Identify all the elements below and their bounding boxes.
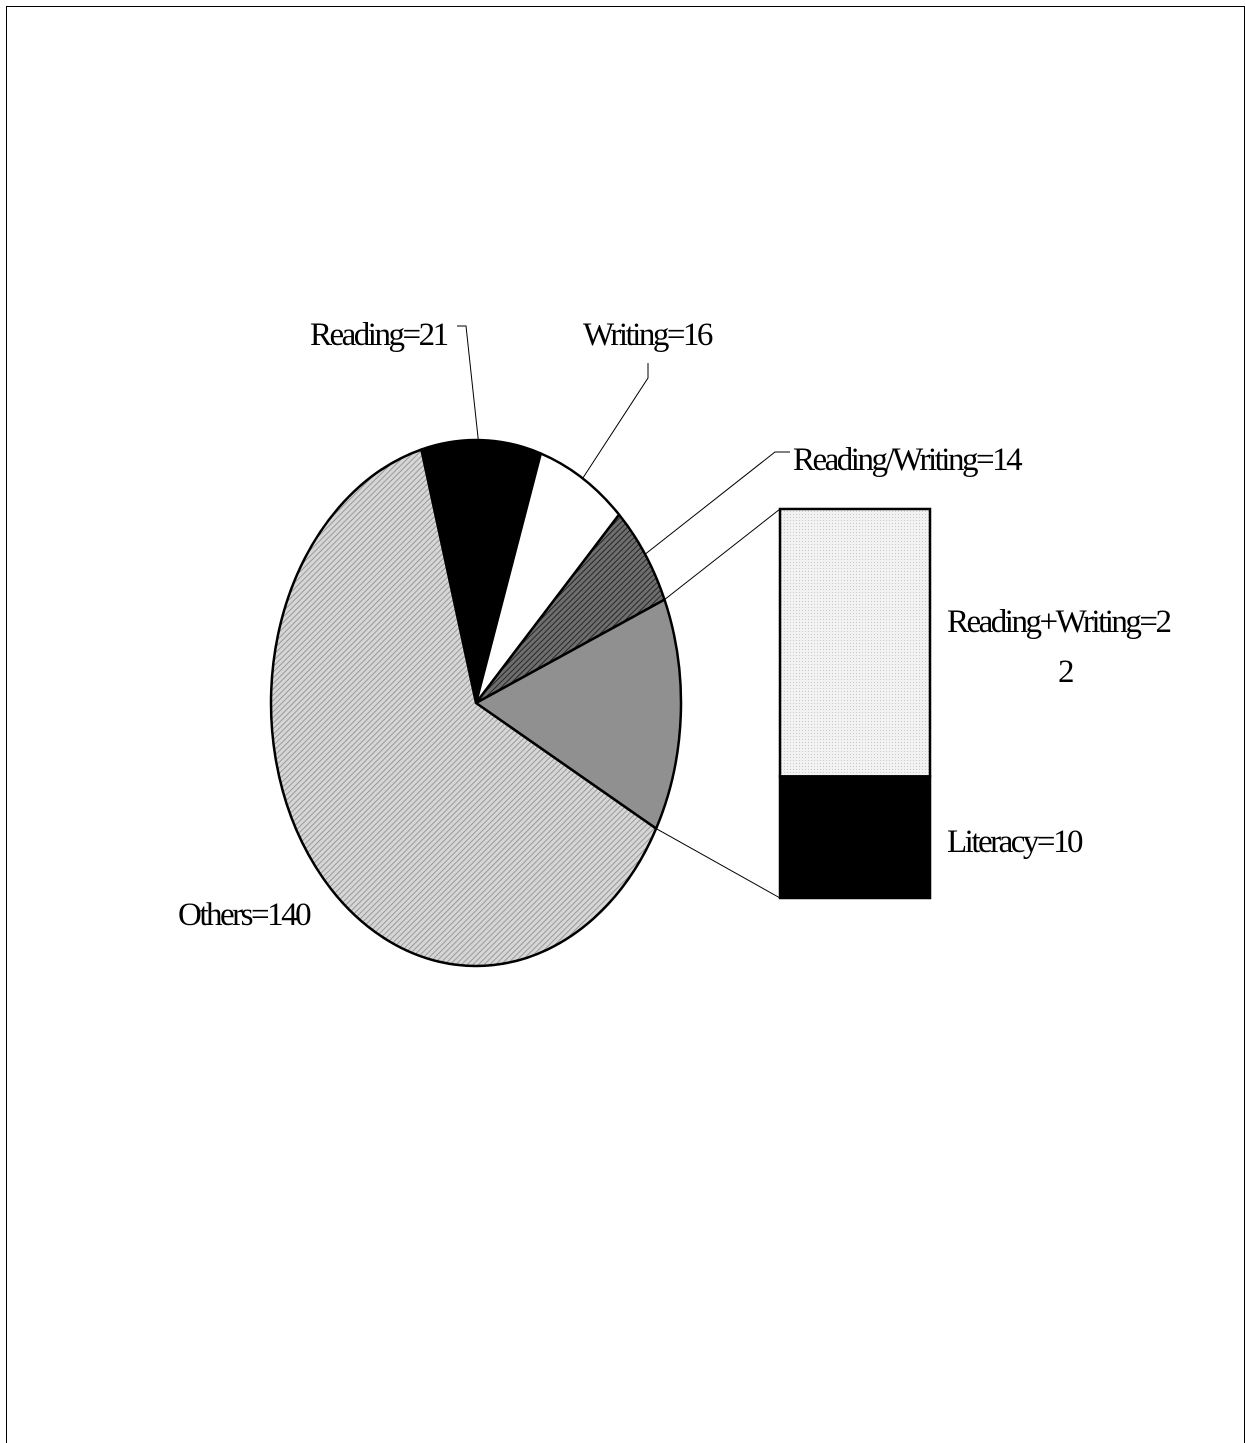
bar-label-reading-plus-writing-line1: Reading+Writing=2 (947, 604, 1171, 640)
leader-line-writing (582, 363, 649, 479)
connector-line-top (664, 508, 781, 601)
bar-segment-literacy (778, 775, 932, 900)
pie-slice-others (269, 448, 658, 968)
leader-line-reading (457, 325, 479, 441)
slice-label-reading: Reading=21 (310, 317, 448, 353)
leader-line-reading-writing (644, 451, 790, 555)
slice-label-reading-writing: Reading/Writing=14 (793, 442, 1022, 478)
pie-slice-reading (420, 438, 543, 705)
slice-label-writing: Writing=16 (583, 317, 713, 353)
pie-slice-combined (474, 598, 683, 830)
bar-segment-reading-plus-writing (778, 507, 932, 778)
connector-line-bottom (655, 828, 781, 899)
slice-label-others: Others=140 (178, 897, 311, 933)
pie-slice-writing (474, 452, 621, 705)
bar-label-literacy: Literacy=10 (947, 824, 1083, 860)
bar-label-reading-plus-writing-line2: 2 (1058, 654, 1073, 690)
